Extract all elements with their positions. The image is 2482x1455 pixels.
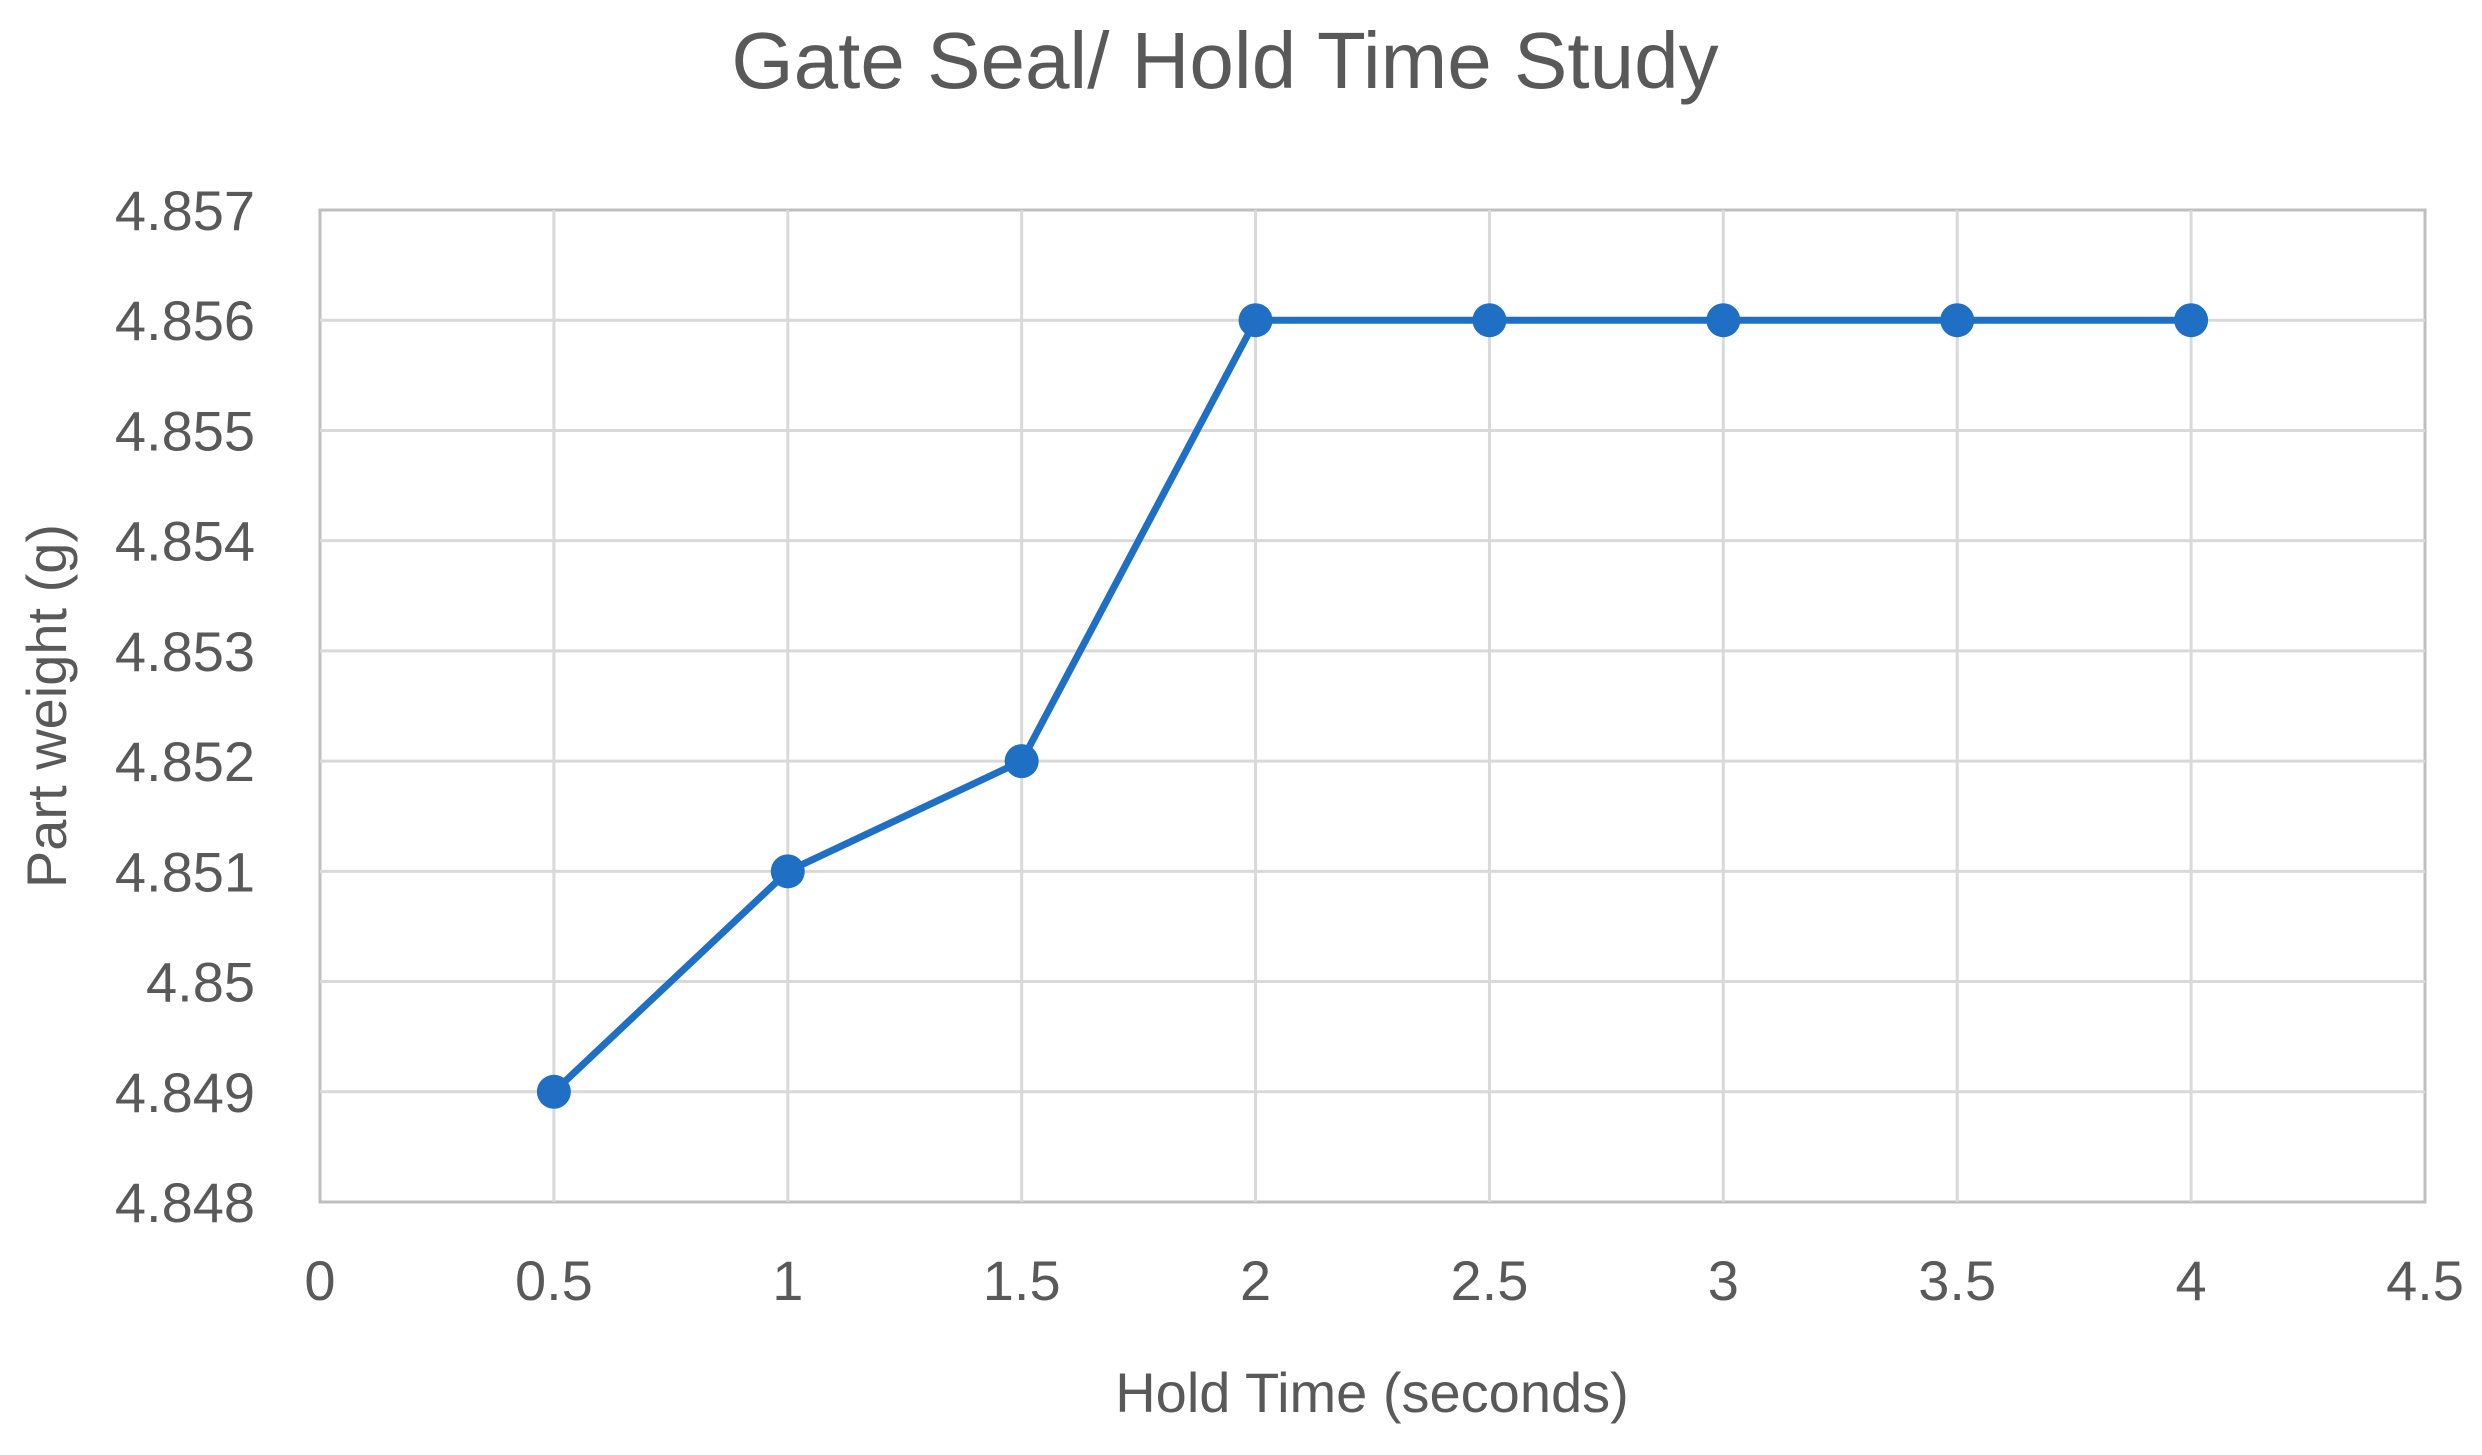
- y-tick-label: 4.851: [115, 840, 255, 903]
- x-tick-label: 0: [304, 1249, 335, 1312]
- y-tick-label: 4.856: [115, 289, 255, 352]
- x-tick-label: 1: [772, 1249, 803, 1312]
- y-axis-title: Part weight (g): [15, 524, 78, 888]
- chart-title: Gate Seal/ Hold Time Study: [731, 16, 1718, 105]
- data-point-marker: [2174, 303, 2209, 338]
- data-point-marker: [1472, 303, 1507, 338]
- x-tick-label: 3: [1708, 1249, 1739, 1312]
- y-tick-label: 4.85: [146, 951, 255, 1014]
- data-point-marker: [1238, 303, 1273, 338]
- series-line: [550, 316, 2195, 1096]
- y-tick-label: 4.849: [115, 1061, 255, 1124]
- y-tick-label: 4.853: [115, 620, 255, 683]
- x-tick-label: 2: [1240, 1249, 1271, 1312]
- y-tick-label: 4.852: [115, 730, 255, 793]
- data-series: [536, 303, 2209, 1109]
- x-tick-label: 1.5: [983, 1249, 1061, 1312]
- grid-lines: [320, 210, 2425, 1202]
- x-tick-label: 2.5: [1451, 1249, 1529, 1312]
- x-tick-label: 4: [2176, 1249, 2207, 1312]
- x-tick-label: 0.5: [515, 1249, 593, 1312]
- y-tick-label: 4.855: [115, 399, 255, 462]
- x-tick-label: 4.5: [2386, 1249, 2464, 1312]
- data-point-marker: [770, 854, 805, 889]
- data-point-marker: [1940, 303, 1975, 338]
- y-axis-tick-labels: 4.848 4.849 4.85 4.851 4.852 4.853 4.854 4.855 4…: [115, 179, 255, 1234]
- x-axis-tick-labels: 0 0.5 1 1.5 2 2.5 3 3.5 4 4.5: [304, 1249, 2464, 1312]
- y-tick-label: 4.854: [115, 510, 255, 573]
- x-axis-title: Hold Time (seconds): [1115, 1361, 1629, 1424]
- data-point-marker: [1706, 303, 1741, 338]
- y-tick-label: 4.857: [115, 179, 255, 242]
- data-point-marker: [536, 1074, 571, 1109]
- x-tick-label: 3.5: [1918, 1249, 1996, 1312]
- y-tick-label: 4.848: [115, 1171, 255, 1234]
- plot-area: [318, 208, 2427, 1204]
- data-point-marker: [1004, 744, 1039, 779]
